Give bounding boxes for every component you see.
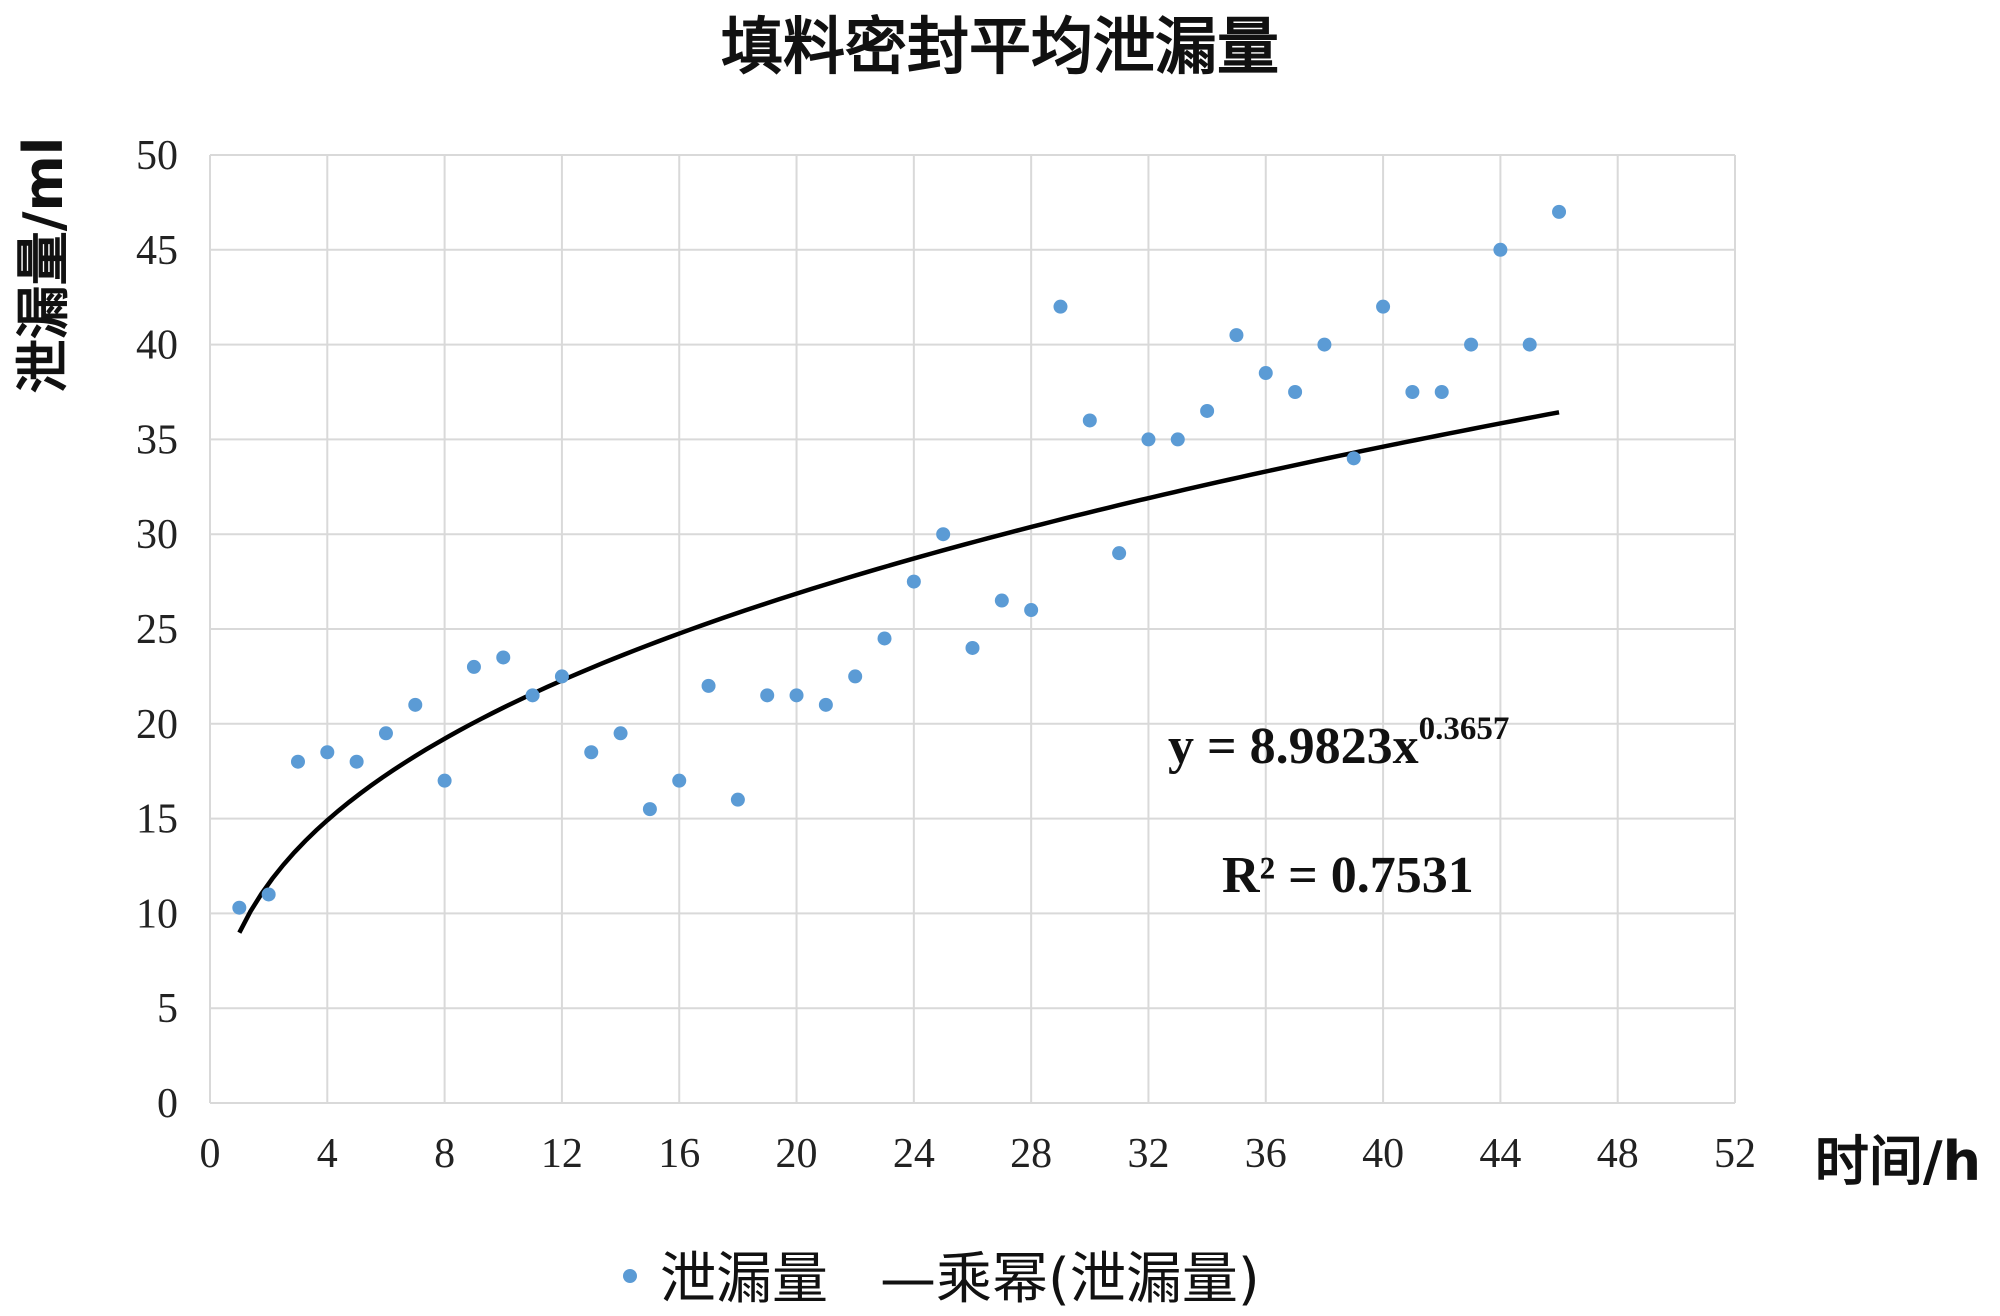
x-tick-label: 20 xyxy=(776,1131,818,1177)
data-point xyxy=(1200,403,1215,418)
data-point xyxy=(1522,337,1537,352)
data-point xyxy=(672,773,687,788)
data-point xyxy=(1082,413,1097,428)
data-point xyxy=(290,754,305,769)
data-point xyxy=(1053,299,1068,314)
chart-title: 填料密封平均泄漏量 xyxy=(721,10,1279,83)
equation-annotation: y = 8.9823x0.3657 xyxy=(1168,711,1509,775)
x-tick-label: 16 xyxy=(658,1131,700,1177)
data-point xyxy=(378,726,393,741)
y-tick-label: 30 xyxy=(136,512,178,558)
data-point xyxy=(496,650,511,665)
data-point xyxy=(1317,337,1332,352)
y-tick-label: 5 xyxy=(157,986,178,1032)
x-tick-label: 8 xyxy=(434,1131,455,1177)
legend-trendline-label: —乘幂(泄漏量) xyxy=(880,1247,1260,1312)
data-point xyxy=(877,631,892,646)
data-point xyxy=(848,669,863,684)
data-point xyxy=(613,726,628,741)
x-tick-label: 32 xyxy=(1127,1131,1169,1177)
x-tick-label: 44 xyxy=(1479,1131,1521,1177)
y-tick-label: 45 xyxy=(136,228,178,274)
data-point xyxy=(320,745,335,760)
y-tick-label: 25 xyxy=(136,607,178,653)
y-tick-label: 10 xyxy=(136,891,178,937)
data-point xyxy=(818,697,833,712)
data-point xyxy=(1170,432,1185,447)
data-point xyxy=(1141,432,1156,447)
y-tick-label: 20 xyxy=(136,702,178,748)
data-point xyxy=(1552,204,1567,219)
data-point xyxy=(965,640,980,655)
data-point xyxy=(642,802,657,817)
data-point xyxy=(1288,385,1303,399)
data-point xyxy=(1112,546,1127,561)
x-tick-label: 24 xyxy=(893,1131,935,1177)
data-point xyxy=(1024,603,1039,618)
data-point xyxy=(906,574,921,589)
data-point xyxy=(1346,451,1361,466)
trendline xyxy=(237,410,1560,934)
x-tick-label: 4 xyxy=(317,1131,338,1177)
data-point xyxy=(261,887,276,902)
legend-series-label: 泄漏量 xyxy=(660,1247,828,1312)
x-tick-label: 36 xyxy=(1245,1131,1287,1177)
data-point xyxy=(789,688,804,703)
data-point xyxy=(525,688,540,703)
equation-main: y = 8.9823x xyxy=(1168,718,1419,775)
data-point xyxy=(232,900,247,915)
y-axis-label: 泄漏量/ml xyxy=(12,137,75,394)
data-points xyxy=(232,204,1567,915)
data-point xyxy=(584,745,599,760)
data-point xyxy=(554,669,569,684)
data-point xyxy=(1405,385,1420,399)
legend: 泄漏量 —乘幂(泄漏量) xyxy=(623,1247,1260,1312)
data-point xyxy=(1464,337,1479,352)
data-point xyxy=(1376,299,1391,314)
x-axis-label: 时间/h xyxy=(1815,1130,1981,1193)
x-tick-label: 0 xyxy=(200,1131,221,1177)
data-point xyxy=(701,678,716,693)
x-tick-label: 52 xyxy=(1714,1131,1756,1177)
equation-exponent: 0.3657 xyxy=(1419,711,1510,747)
data-point xyxy=(936,527,951,542)
data-point xyxy=(760,688,775,703)
x-tick-label: 12 xyxy=(541,1131,583,1177)
r-squared-annotation: R² = 0.7531 xyxy=(1222,847,1474,904)
data-point xyxy=(1229,328,1244,343)
y-tick-label: 35 xyxy=(136,417,178,463)
y-tick-label: 15 xyxy=(136,797,178,843)
y-tick-label: 40 xyxy=(136,323,178,369)
grid xyxy=(209,154,1736,1104)
data-point xyxy=(1434,385,1449,399)
legend-point-marker xyxy=(623,1269,637,1283)
data-point xyxy=(349,754,364,769)
data-point xyxy=(1258,366,1273,381)
y-tick-label: 0 xyxy=(157,1081,178,1127)
data-point xyxy=(408,697,423,712)
data-point xyxy=(1493,242,1508,257)
x-tick-label: 48 xyxy=(1597,1131,1639,1177)
x-tick-label: 40 xyxy=(1362,1131,1404,1177)
y-tick-label: 50 xyxy=(136,133,178,179)
data-point xyxy=(466,659,481,674)
data-point xyxy=(730,792,745,807)
data-point xyxy=(437,773,452,788)
x-tick-label: 28 xyxy=(1010,1131,1052,1177)
data-point xyxy=(994,593,1009,608)
